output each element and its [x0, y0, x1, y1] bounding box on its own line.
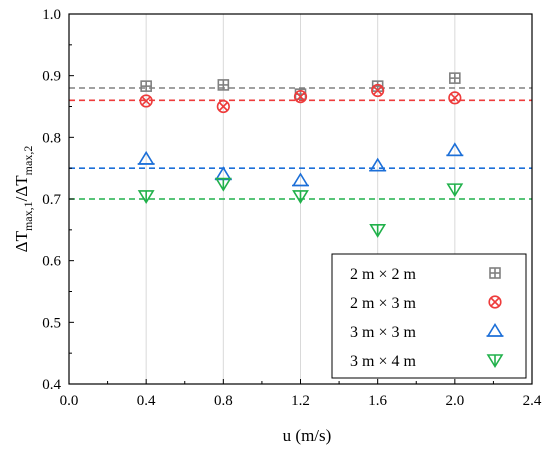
x-axis-title: u (m/s) — [283, 426, 332, 445]
legend-entry-label: 3 m × 3 m — [350, 324, 416, 341]
x-tick-label: 0.0 — [60, 393, 79, 409]
legend-entry-label: 2 m × 3 m — [350, 295, 416, 312]
legend-marker — [488, 295, 502, 309]
data-point — [449, 72, 461, 84]
x-tick-label: 0.4 — [137, 393, 156, 409]
legend-box — [331, 253, 527, 379]
y-tick-label: 0.9 — [42, 69, 61, 85]
legend-entry-label: 2 m × 2 m — [350, 266, 416, 283]
data-point — [216, 99, 230, 114]
data-point — [369, 157, 387, 172]
data-point — [446, 183, 464, 198]
data-point — [369, 224, 387, 238]
y-tick-label: 0.4 — [42, 377, 61, 393]
legend-marker — [486, 322, 504, 337]
data-points — [137, 72, 464, 238]
x-tick-label: 0.8 — [214, 393, 233, 409]
y-tick-label: 0.8 — [42, 130, 61, 146]
data-point — [371, 83, 385, 98]
data-point — [292, 190, 309, 204]
y-tick-label: 0.6 — [42, 254, 61, 270]
data-point — [448, 91, 462, 105]
tick-labels: 0.0 0.4 0.8 1.2 1.6 2.0 2.40.40.50.60.70.80.91… — [42, 7, 542, 409]
x-tick-label: 1.2 — [291, 393, 310, 409]
x-tick-label: 1.6 — [368, 393, 387, 409]
data-point — [446, 142, 464, 157]
legend-marker — [486, 354, 504, 369]
x-tick-label: 2.0 — [445, 393, 464, 409]
data-point — [140, 80, 152, 92]
data-point — [292, 172, 309, 187]
legend-marker — [489, 267, 501, 279]
data-point — [139, 94, 153, 108]
data-point — [137, 150, 155, 165]
x-tick-label: 2.4 — [523, 393, 542, 409]
y-tick-label: 0.7 — [42, 192, 61, 208]
y-tick-label: 0.5 — [42, 315, 61, 331]
y-axis-title: ΔTmax,1/ΔTmax,2 — [12, 146, 35, 253]
legend-entry-label: 3 m × 4 m — [350, 353, 416, 370]
data-point — [217, 79, 230, 91]
data-point — [293, 90, 308, 104]
axes — [68, 13, 533, 385]
y-tick-label: 1.0 — [42, 7, 61, 23]
data-point — [214, 177, 232, 192]
legend: 2 m × 2 m 2 m × 3 m 3 m × 3 m 3 m × 4 m — [331, 253, 527, 379]
data-point — [137, 190, 155, 204]
